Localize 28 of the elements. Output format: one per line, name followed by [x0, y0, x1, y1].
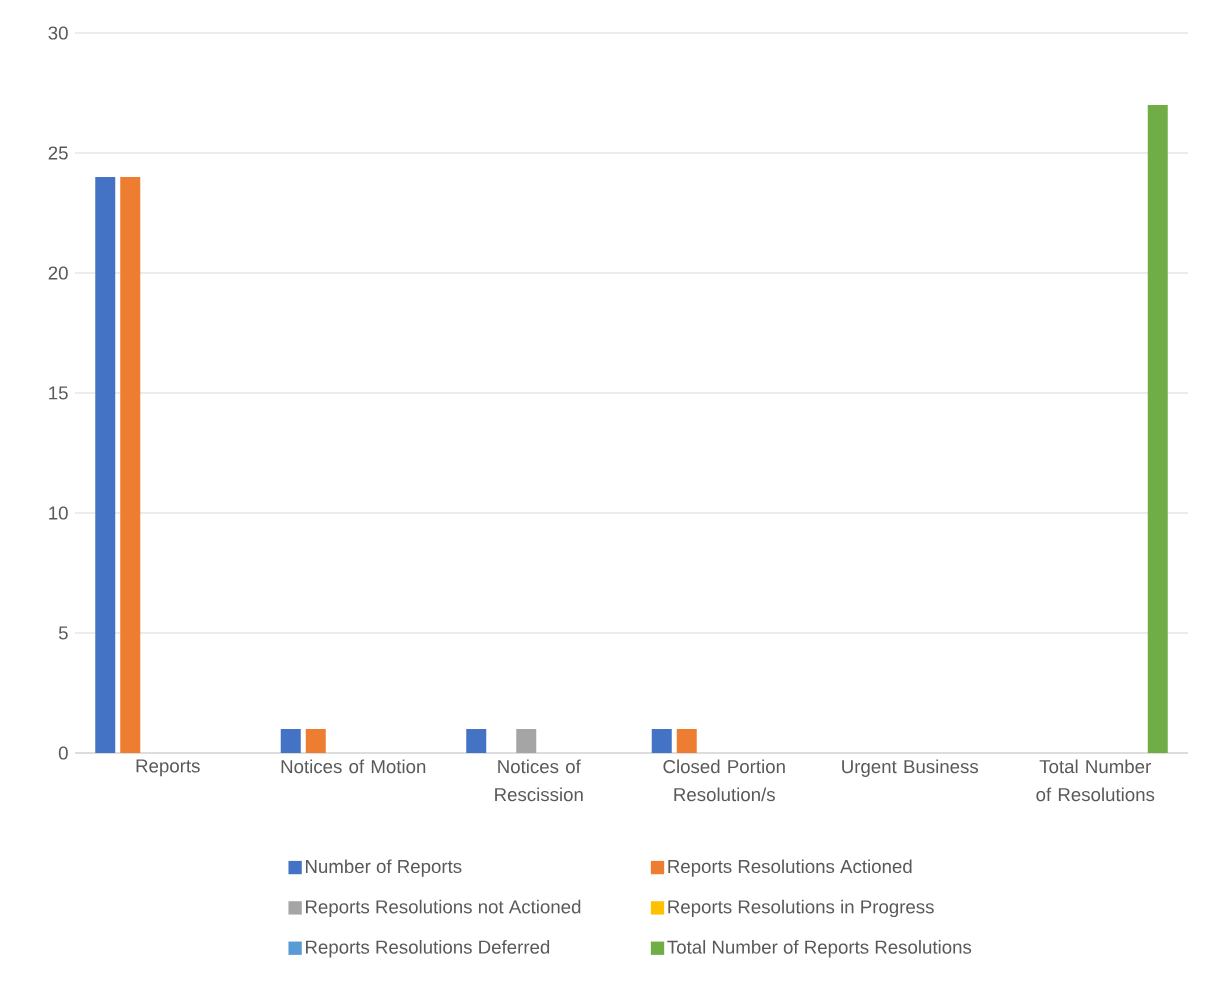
y-tick-label: 20: [48, 266, 68, 280]
legend-label: Total Number of Reports Resolutions: [667, 940, 972, 958]
x-tick-label: Urgent Business: [842, 759, 979, 777]
x-tick-label: Total Number of Resolutions: [1036, 759, 1155, 802]
y-tick-label: 30: [48, 26, 68, 40]
x-tick-label: Closed Portion Resolution/s: [663, 759, 785, 802]
y-tick-label: 25: [48, 146, 68, 160]
x-tick-label: Reports: [136, 759, 200, 777]
bar: [95, 177, 116, 753]
legend-label: Reports Resolutions not Actioned: [305, 899, 581, 918]
bar: [305, 729, 326, 753]
x-tick-label: Notices of Rescission: [495, 759, 583, 802]
bar: [280, 729, 301, 753]
bar: [651, 729, 672, 753]
bar: [676, 729, 697, 753]
x-tick-label: Notices of Motion: [281, 759, 426, 774]
legend-label: Reports Resolutions Deferred: [305, 940, 550, 958]
y-tick-label: 10: [49, 506, 68, 520]
y-tick-label: 0: [58, 746, 68, 760]
y-tick-label: 15: [49, 386, 68, 400]
bar: [466, 729, 487, 753]
legend-label: Reports Resolutions Actioned: [668, 859, 912, 877]
legend-label: Reports Resolutions in Progress: [668, 899, 934, 918]
bar: [516, 729, 537, 753]
bar: [1147, 105, 1168, 753]
bar: [120, 177, 141, 753]
y-tick-label: 5: [58, 626, 68, 640]
legend-label: Number of Reports: [305, 859, 462, 877]
